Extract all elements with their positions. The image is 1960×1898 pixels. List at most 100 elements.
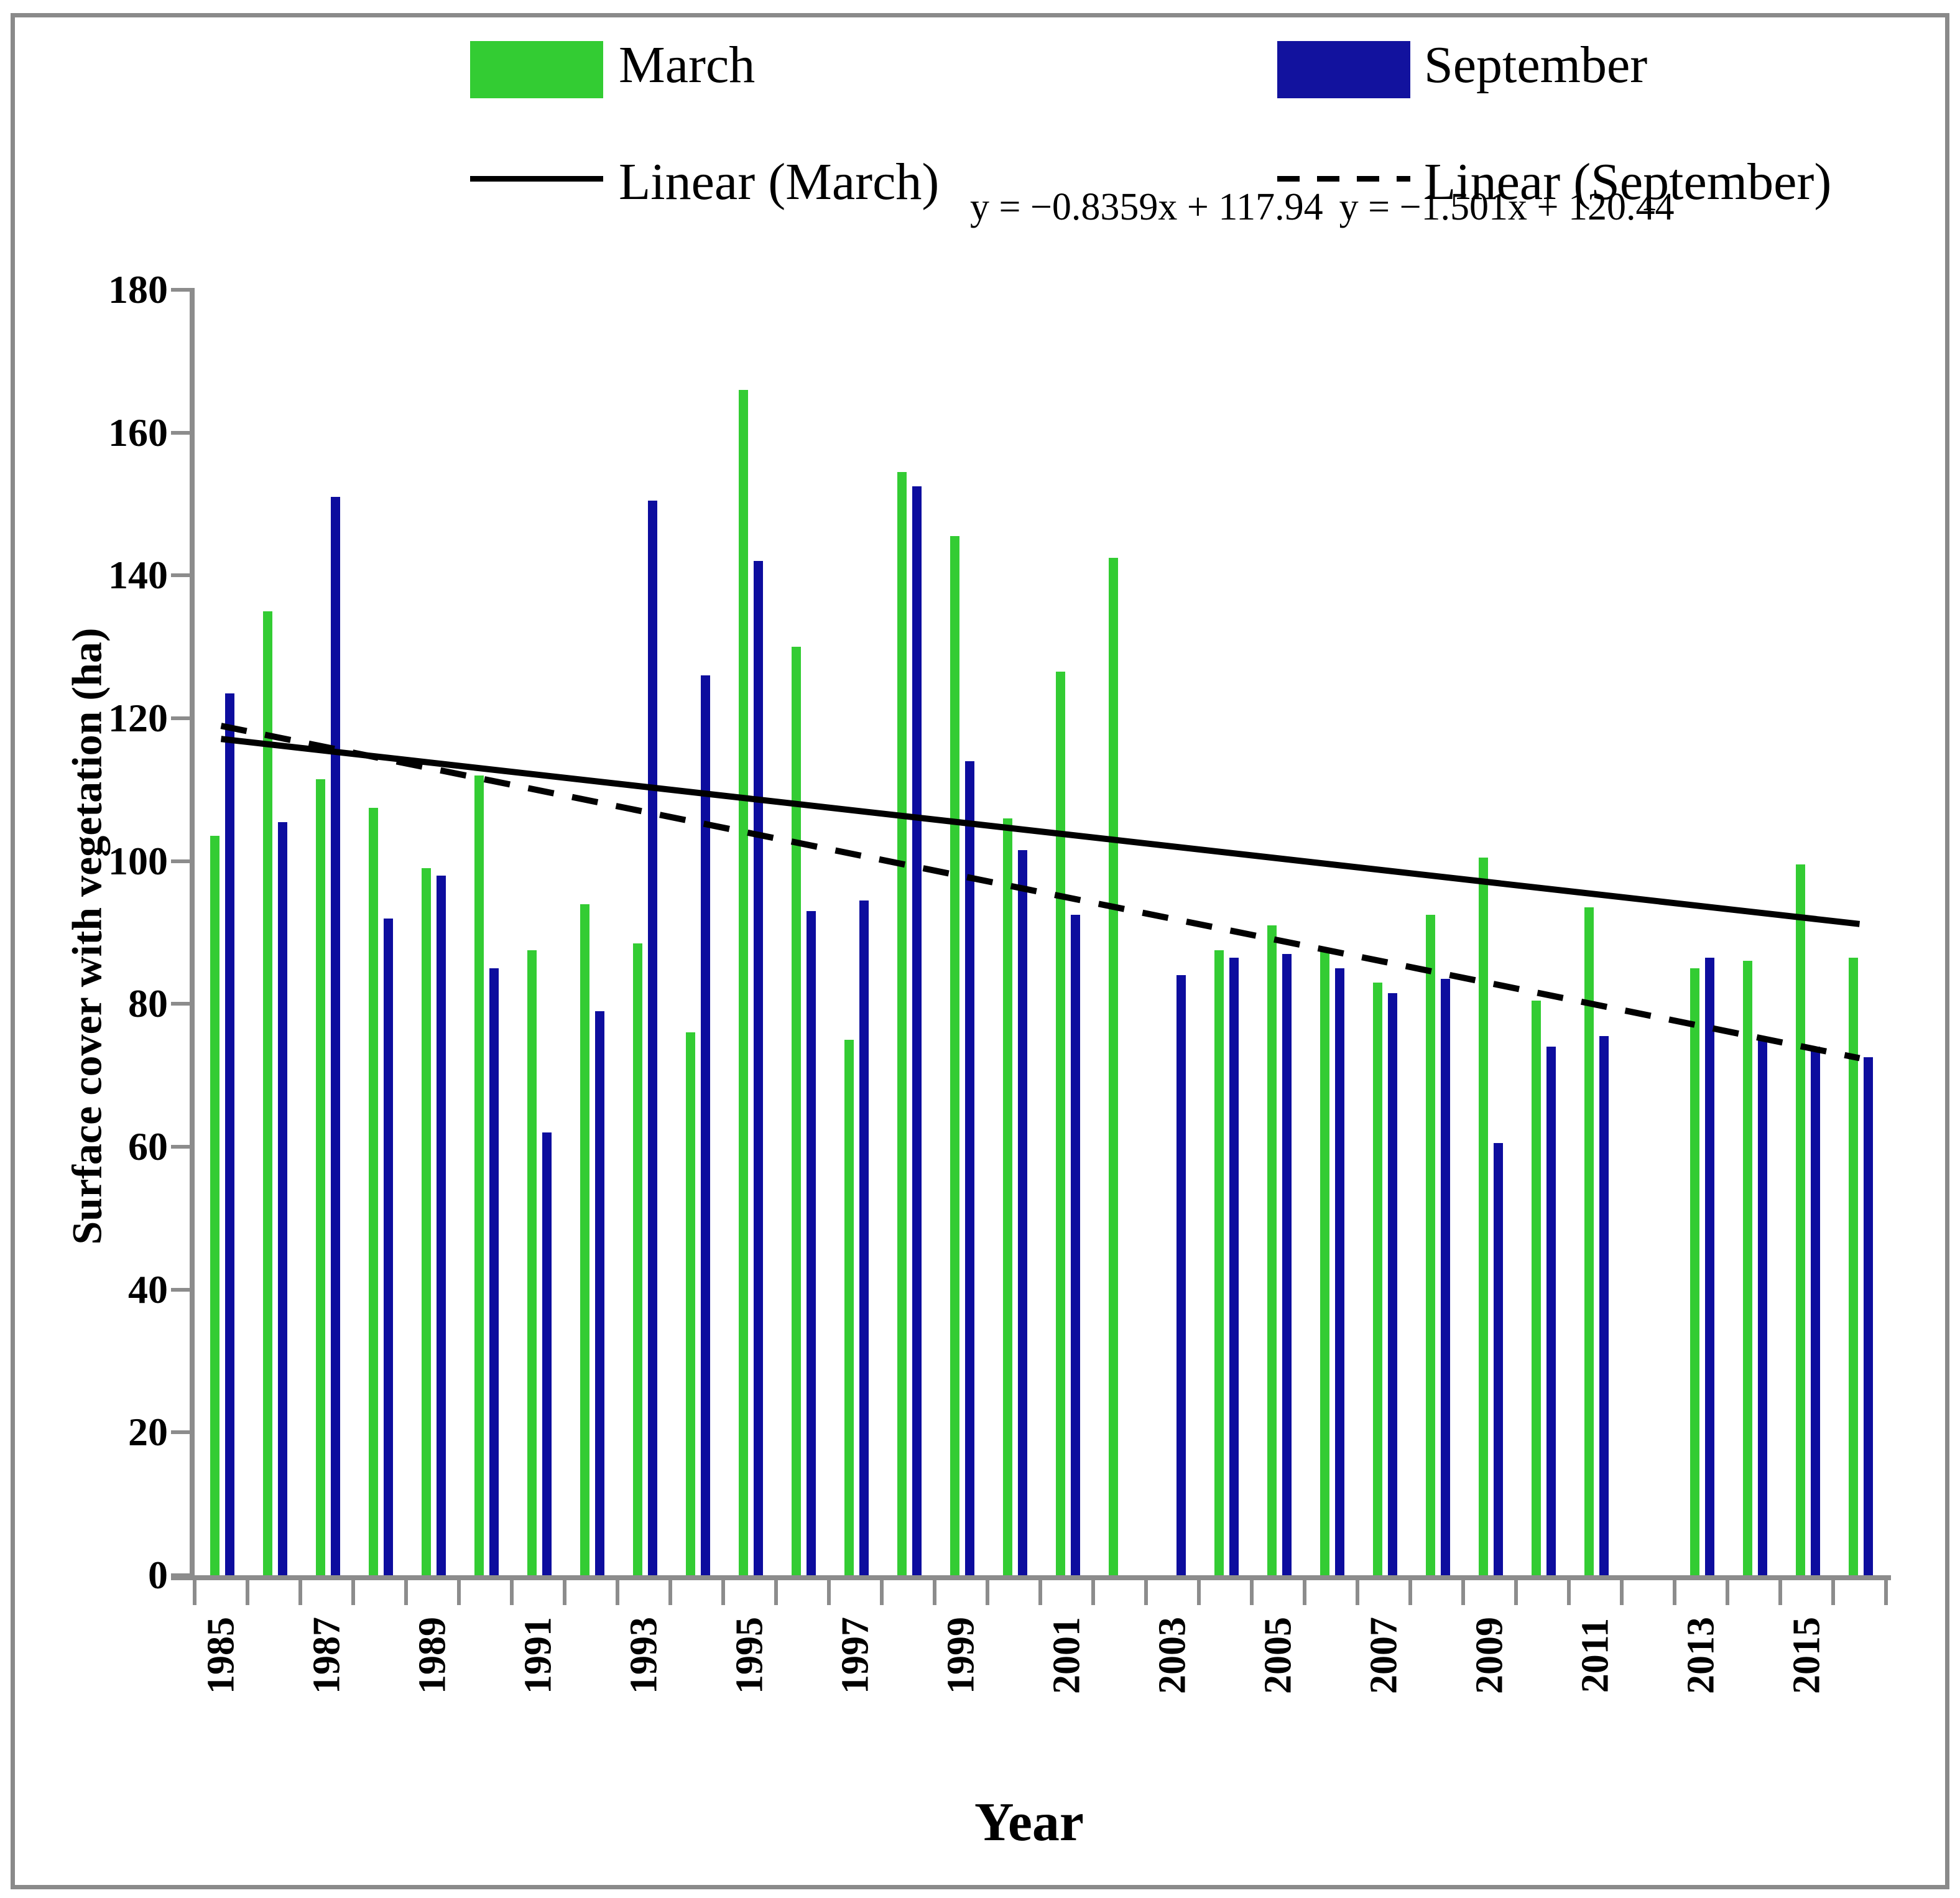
y-tick-label: 40 (128, 1267, 168, 1312)
bar-march-2002 (1109, 557, 1118, 1575)
x-tick-label: 2007 (1362, 1617, 1405, 1694)
bar-september-1989 (437, 875, 446, 1575)
bar-september-1991 (542, 1132, 552, 1575)
x-tick (193, 1580, 196, 1605)
bar-march-1988 (369, 807, 378, 1575)
x-axis-line (171, 1575, 1891, 1580)
bar-march-2004 (1214, 950, 1224, 1575)
bar-march-2014 (1743, 961, 1752, 1575)
y-tick-label: 120 (108, 696, 168, 740)
bar-march-1998 (897, 471, 907, 1575)
bar-september-2008 (1441, 979, 1450, 1575)
x-tick-label: 1995 (728, 1617, 770, 1694)
bar-september-2016 (1864, 1057, 1873, 1575)
legend-swatch-september (1277, 41, 1410, 98)
x-tick (880, 1580, 884, 1605)
bar-september-1995 (754, 561, 763, 1575)
y-tick-label: 160 (108, 410, 168, 455)
y-tick (171, 1002, 195, 1006)
bar-september-2004 (1229, 957, 1239, 1575)
legend-line-linear-september (1277, 176, 1410, 182)
bar-march-1985 (210, 836, 220, 1575)
figure-border (11, 13, 1949, 1889)
x-tick-label: 2003 (1151, 1617, 1193, 1694)
x-tick-label: 1991 (517, 1617, 559, 1694)
x-tick (721, 1580, 725, 1605)
x-tick-label: 2013 (1680, 1617, 1722, 1694)
legend-line-linear-march (470, 176, 603, 182)
bar-march-2007 (1373, 982, 1382, 1575)
legend-label-september: September (1424, 36, 1648, 94)
y-tick-label: 140 (108, 553, 168, 598)
x-tick (1303, 1580, 1306, 1605)
y-tick (171, 1145, 195, 1149)
bar-march-1999 (950, 536, 959, 1575)
bar-september-1985 (225, 693, 234, 1575)
bar-march-1991 (527, 950, 537, 1575)
bar-september-2015 (1811, 1047, 1820, 1575)
bar-march-1986 (263, 611, 272, 1575)
x-tick (1091, 1580, 1095, 1605)
x-tick (1831, 1580, 1835, 1605)
y-tick (171, 430, 195, 435)
bar-march-1997 (844, 1039, 854, 1575)
bar-march-1996 (792, 647, 801, 1575)
x-tick (986, 1580, 989, 1605)
x-tick (1567, 1580, 1571, 1605)
x-tick-label: 2009 (1468, 1617, 1510, 1694)
x-tick (563, 1580, 566, 1605)
x-tick (668, 1580, 672, 1605)
x-tick (827, 1580, 831, 1605)
bar-september-1993 (648, 500, 657, 1575)
bar-march-1992 (580, 904, 589, 1575)
x-tick (1144, 1580, 1148, 1605)
x-tick (404, 1580, 408, 1605)
bar-march-2010 (1532, 1000, 1541, 1575)
x-tick-label: 2005 (1257, 1617, 1299, 1694)
y-tick-label: 100 (108, 838, 168, 883)
x-tick-label: 2001 (1045, 1617, 1088, 1694)
x-axis-title: Year (974, 1792, 1084, 1853)
x-tick (933, 1580, 936, 1605)
x-tick (774, 1580, 778, 1605)
bar-march-2001 (1056, 672, 1065, 1575)
x-tick (1408, 1580, 1412, 1605)
y-axis-title: Surface cover with vegetation (ha) (63, 627, 111, 1245)
bar-september-1987 (331, 497, 340, 1575)
y-tick (171, 573, 195, 578)
x-tick (1038, 1580, 1042, 1605)
legend-label-linear-september: Linear (September) (1424, 153, 1832, 211)
x-tick (1673, 1580, 1676, 1605)
equation-march: y = −0.8359x + 117.94 (970, 186, 1323, 228)
x-tick-label: 1999 (940, 1617, 982, 1694)
bar-march-2005 (1267, 925, 1277, 1575)
y-axis-line (190, 290, 195, 1580)
bar-march-2015 (1796, 864, 1805, 1575)
y-tick (171, 1573, 195, 1577)
legend-label-march: March (619, 36, 756, 94)
bar-march-1987 (316, 779, 325, 1575)
x-tick (1726, 1580, 1729, 1605)
legend-label-linear-march: Linear (March) (619, 153, 940, 211)
x-tick (1514, 1580, 1518, 1605)
bar-september-1992 (595, 1011, 604, 1575)
bar-march-2000 (1003, 818, 1012, 1575)
y-tick (171, 1287, 195, 1292)
bar-march-2016 (1849, 957, 1858, 1575)
x-tick-label: 1985 (200, 1617, 242, 1694)
x-tick (1884, 1580, 1888, 1605)
bar-september-2007 (1388, 993, 1397, 1575)
bar-march-2008 (1426, 914, 1435, 1575)
bar-september-2014 (1758, 1039, 1767, 1575)
bar-march-2013 (1690, 968, 1699, 1575)
bar-september-2006 (1335, 968, 1344, 1575)
bar-march-1990 (474, 775, 484, 1575)
x-tick (1620, 1580, 1624, 1605)
equation-september: y = −1.501x + 120.44 (1339, 186, 1675, 228)
trendline-equations: y = −0.8359x + 117.94 y = −1.501x + 120.… (970, 185, 1675, 229)
bar-march-1993 (633, 943, 642, 1575)
x-tick-label: 1989 (411, 1617, 453, 1694)
bar-september-1998 (912, 486, 922, 1575)
x-tick-label: 1993 (622, 1617, 665, 1694)
